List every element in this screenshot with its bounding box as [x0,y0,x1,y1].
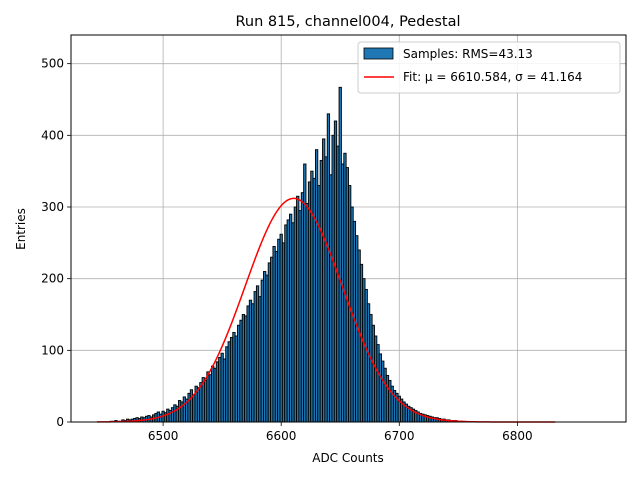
legend: Samples: RMS=43.13 Fit: μ = 6610.584, σ … [357,41,621,94]
x-tick-label: 6600 [266,429,297,443]
legend-histogram-swatch [363,47,394,60]
y-axis-label: Entries [14,208,28,250]
x-axis: 6500 6600 6700 6800 [148,422,533,443]
legend-box [357,41,621,94]
y-tick-label: 500 [41,57,64,71]
plot-frame [70,34,627,423]
y-tick-label: 100 [41,343,64,357]
x-tick-label: 6700 [384,429,415,443]
y-tick-label: 0 [56,415,64,429]
x-tick-label: 6800 [502,429,533,443]
y-tick-label: 300 [41,200,64,214]
x-tick-label: 6500 [148,429,179,443]
y-axis: 0 100 200 300 400 500 [41,57,71,429]
chart-title: Run 815, channel004, Pedestal [235,14,460,30]
y-tick-label: 200 [41,272,64,286]
legend-histogram-label: Samples: RMS=43.13 [403,47,533,61]
y-tick-label: 400 [41,128,64,142]
x-axis-label: ADC Counts [312,451,384,465]
legend-fit-label: Fit: μ = 6610.584, σ = 41.164 [403,70,582,84]
